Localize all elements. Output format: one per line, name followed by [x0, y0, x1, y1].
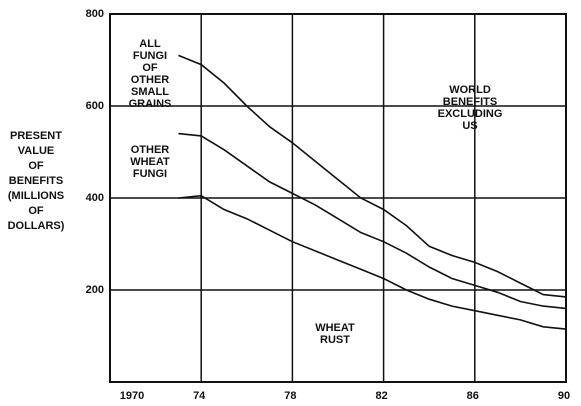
y-tick-label: 600 — [86, 100, 104, 112]
x-tick-label: 86 — [467, 390, 479, 402]
annotation: RUST — [320, 334, 350, 346]
annotation: WHEAT — [315, 322, 355, 334]
series-line — [178, 132, 567, 310]
y-axis-label: VALUE — [18, 145, 54, 157]
y-tick-label: 800 — [86, 8, 104, 20]
y-axis-label: PRESENT — [10, 130, 62, 142]
annotation: ALL — [139, 38, 161, 50]
annotation: SMALL — [131, 86, 169, 98]
annotation: OTHER — [131, 74, 170, 86]
annotation: OF — [142, 62, 158, 74]
annotation: WORLD — [449, 84, 491, 96]
annotation: FUNGI — [133, 50, 167, 62]
y-axis-label: OF — [28, 160, 44, 172]
annotation: OTHER — [131, 144, 170, 156]
y-axis-label: (MILLIONS — [8, 190, 64, 202]
y-tick-label: 400 — [86, 192, 104, 204]
y-axis-label: DOLLARS) — [8, 220, 65, 232]
annotation: GRAINS — [129, 98, 172, 110]
x-tick-label: 1970 — [120, 390, 144, 402]
series-line — [178, 54, 567, 298]
annotation: BENEFITS — [443, 96, 497, 108]
x-tick-label: 74 — [193, 390, 206, 402]
annotation: US — [462, 120, 477, 132]
annotation: WHEAT — [130, 156, 170, 168]
annotation: EXCLUDING — [438, 108, 503, 120]
x-tick-label: 90 — [558, 390, 570, 402]
y-tick-label: 200 — [86, 284, 104, 296]
series-line — [178, 194, 567, 330]
y-axis-label: BENEFITS — [9, 175, 63, 187]
y-axis-label: OF — [28, 205, 44, 217]
annotation: FUNGI — [133, 168, 167, 180]
x-tick-label: 82 — [375, 390, 387, 402]
x-tick-label: 78 — [284, 390, 296, 402]
